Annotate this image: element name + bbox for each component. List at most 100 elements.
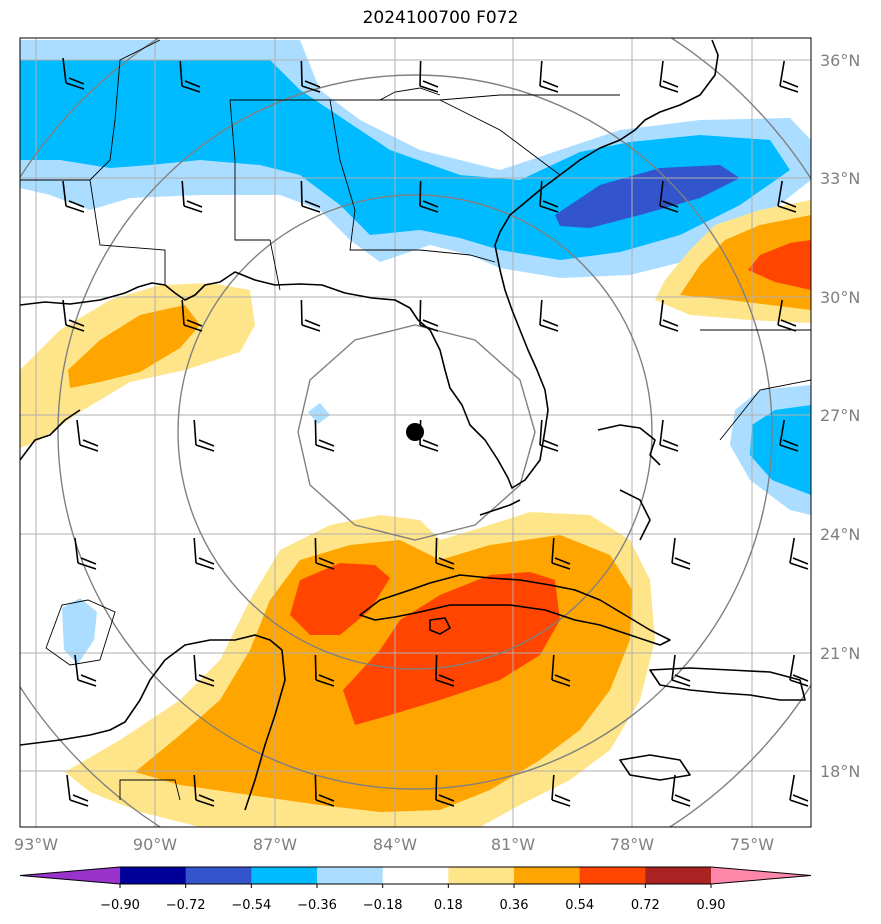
wind-barb <box>539 299 559 332</box>
lat-label: 33°N <box>820 169 860 188</box>
wind-barb <box>314 774 335 807</box>
wind-barb <box>551 537 571 570</box>
wind-barb <box>419 180 439 213</box>
wind-barb <box>659 180 679 213</box>
lon-label: 87°W <box>253 835 297 854</box>
wind-barb <box>193 419 215 452</box>
pos-ne-red <box>748 240 811 290</box>
range-ring-middle <box>177 194 653 670</box>
hispaniola <box>649 667 806 701</box>
wind-barb <box>777 299 797 332</box>
wind-barb <box>419 299 439 332</box>
lat-label: 30°N <box>820 288 860 307</box>
colorbar-swatch <box>251 867 318 884</box>
wind-barb <box>659 60 679 93</box>
colorbar-extend-high <box>711 867 811 884</box>
wind-barb <box>300 60 321 93</box>
yucatan-cuba-coast <box>20 634 286 811</box>
pos-west-orange <box>68 305 200 388</box>
wind-barb <box>193 654 215 687</box>
atlantic-coast <box>494 39 719 246</box>
shaded-fields <box>20 40 811 827</box>
wind-barb <box>779 60 799 93</box>
wind-barb <box>789 774 809 807</box>
cuba <box>359 574 671 646</box>
colorbar-label: −0.72 <box>166 898 206 913</box>
bahamas-2 <box>619 489 651 541</box>
storm-center-marker <box>406 423 424 441</box>
pos-south-red-2 <box>343 572 560 725</box>
wind-barb <box>435 774 455 807</box>
colorbar-label: 0.90 <box>697 898 726 913</box>
coastlines <box>20 39 806 811</box>
range-ring-inner <box>297 324 536 541</box>
wind-barb <box>539 419 559 452</box>
lat-label: 27°N <box>820 406 860 425</box>
neg-east-blue <box>750 405 811 495</box>
range-ring-outer <box>57 74 773 790</box>
colorbar-extend-low <box>20 867 120 884</box>
neg-small-2 <box>62 598 97 664</box>
lat-label: 36°N <box>820 51 860 70</box>
wind-barb <box>671 654 691 687</box>
wind-barb <box>435 537 455 570</box>
map-area <box>20 38 811 827</box>
lon-label: 75°W <box>730 835 774 854</box>
wind-barb <box>539 60 559 93</box>
wind-barb <box>659 299 679 332</box>
pos-south-red-1 <box>290 563 390 635</box>
wind-barb <box>74 654 97 687</box>
wind-barb <box>314 419 335 452</box>
lon-label: 84°W <box>373 835 417 854</box>
mexico-belize-border <box>119 779 181 801</box>
colorbar-label: 0.72 <box>631 898 660 913</box>
colorbar-label: −0.36 <box>297 898 337 913</box>
colorbar-swatch <box>382 867 449 884</box>
wind-barb <box>76 419 99 452</box>
gulf-coast <box>20 244 549 489</box>
wind-barb <box>181 180 203 213</box>
wind-barb <box>193 774 215 807</box>
range-rings <box>20 38 811 827</box>
lat-label: 18°N <box>820 762 860 781</box>
wind-barb <box>314 654 335 687</box>
colorbar-swatch <box>514 867 581 884</box>
map-frame <box>19 37 812 828</box>
neg-small-1 <box>308 403 330 424</box>
jamaica <box>619 754 691 781</box>
colorbar-label: 0.54 <box>565 898 594 913</box>
map-title: 2024100700 F072 <box>362 8 519 28</box>
wind-barb <box>777 180 797 213</box>
colorbar-label: 0.36 <box>500 898 529 913</box>
latitude-labels: 36°N 33°N 30°N 27°N 24°N 21°N 18°N <box>820 51 860 781</box>
wind-barb <box>300 180 321 213</box>
wind-barb <box>300 299 321 332</box>
state-borders <box>20 39 161 181</box>
colorbar-swatch <box>645 867 712 884</box>
wind-barb <box>419 60 439 93</box>
colorbar-swatch <box>448 867 515 884</box>
bahamas-1 <box>597 424 661 466</box>
lat-label: 24°N <box>820 525 860 544</box>
political-borders <box>20 39 811 801</box>
neg-band-dark <box>555 165 740 228</box>
longitude-labels: 93°W 90°W 87°W 84°W 81°W 78°W 75°W <box>14 835 774 854</box>
pos-ne-orange <box>680 215 811 310</box>
wind-barb <box>659 419 679 452</box>
wind-barb <box>539 180 559 213</box>
colorbar-swatch <box>185 867 252 884</box>
wind-barb <box>181 299 203 332</box>
wind-barb <box>779 419 799 452</box>
colorbar-label: −0.18 <box>363 898 403 913</box>
colorbar-swatch <box>579 867 646 884</box>
wind-barb <box>62 180 85 213</box>
lon-label: 90°W <box>133 835 177 854</box>
florida-keys <box>479 499 521 516</box>
lon-label: 81°W <box>491 835 535 854</box>
colorbar-label: −0.90 <box>100 898 140 913</box>
wind-barb <box>62 299 85 332</box>
lon-label: 93°W <box>14 835 58 854</box>
wind-barb <box>671 537 691 570</box>
wind-barb <box>551 774 571 807</box>
